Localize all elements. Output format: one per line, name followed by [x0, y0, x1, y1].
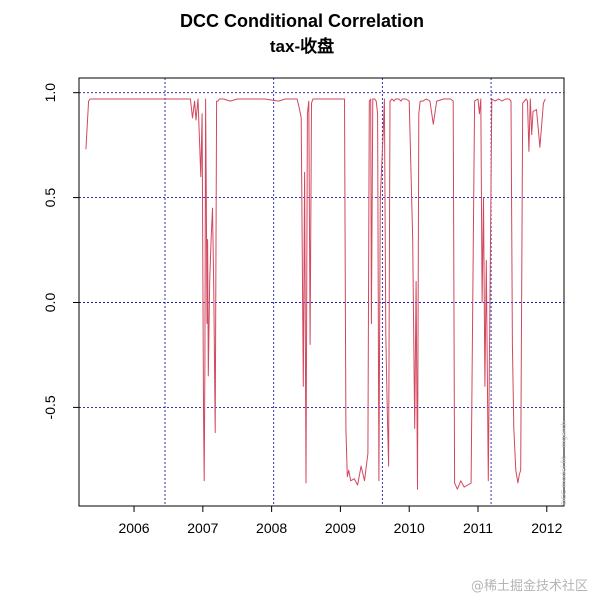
x-tick-label-2: 2008 [256, 520, 287, 536]
y-tick-label-1: 0.5 [42, 188, 58, 208]
x-tick-label-6: 2012 [531, 520, 562, 536]
chart-subtitle: tax-收盘 [269, 37, 335, 56]
x-tick-label-1: 2007 [187, 520, 218, 536]
x-tick-label-3: 2009 [325, 520, 356, 536]
axis-layer: 2006 2007 2008 2009 2010 2011 2012 1.0 0.5 0.0 -0.… [42, 83, 563, 536]
x-tick-label-4: 2010 [394, 520, 425, 536]
y-tick-label-2: 0.0 [42, 293, 58, 313]
model-annotation: DCC model fit mgarch [560, 421, 568, 505]
plot-frame [78, 77, 565, 507]
x-tick-label-0: 2006 [118, 520, 149, 536]
x-tick-label-5: 2011 [463, 520, 493, 536]
series-layer [85, 98, 546, 490]
chart-title: DCC Conditional Correlation [180, 11, 424, 31]
annotation-fit: DCC model fit [560, 456, 568, 505]
series-line-0 [85, 98, 546, 490]
y-tick-label-3: -0.5 [42, 395, 58, 419]
watermark: @稀土掘金技术社区 [470, 579, 588, 594]
y-tick-label-0: 1.0 [42, 83, 58, 103]
annotation-source: mgarch [560, 420, 568, 448]
